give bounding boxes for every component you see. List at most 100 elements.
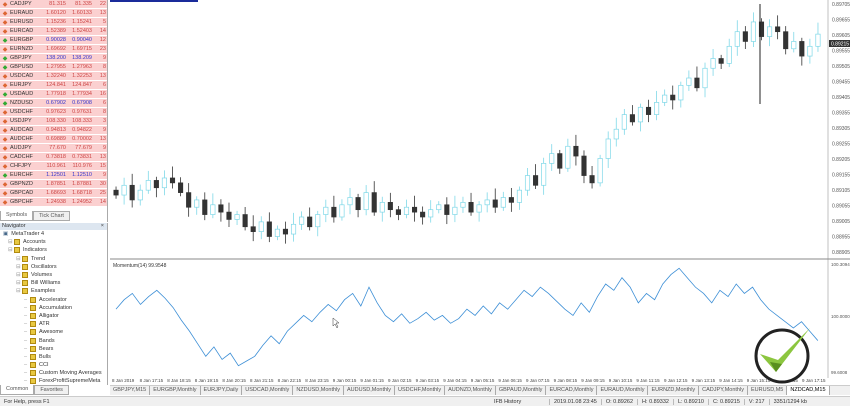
chart-tab[interactable]: AUDUSD,Monthly	[344, 386, 396, 395]
row-ask: 138.209	[72, 55, 92, 61]
market-watch-row[interactable]: ◆ GBPNZD 1.87851 1.87881 30	[0, 180, 107, 189]
navigator-item[interactable]: – Alligator	[24, 312, 59, 319]
tab-symbols[interactable]: Symbols	[0, 211, 34, 221]
bearish-candle	[492, 199, 498, 208]
market-watch-row[interactable]: ◆ EURNZD 1.69692 1.69715 23	[0, 45, 107, 54]
navigator-item[interactable]: – ForexProfitSupremeMeta	[24, 378, 101, 385]
navigator-item[interactable]: – Accumulation	[24, 304, 73, 311]
navigator-item[interactable]: ⊟ Trend	[16, 255, 46, 262]
row-bid: 0.67902	[46, 100, 66, 106]
indicator-folder-icon	[30, 370, 36, 377]
navigator-item[interactable]: ⊟ Accounts	[8, 239, 46, 246]
chart-tab[interactable]: EURGBP,Monthly	[150, 386, 201, 395]
navigator-item[interactable]: – Bears	[24, 345, 54, 352]
navigator-item[interactable]: ⊟ Oscillators	[16, 263, 57, 270]
navigator-root[interactable]: ▣ MetaTrader 4	[3, 231, 45, 238]
row-spread: 9	[102, 55, 106, 61]
chart-tab[interactable]: GBPAUD,Monthly	[496, 386, 547, 395]
arrow-down-icon: ◆	[2, 1, 8, 8]
navigator-item[interactable]: – Bulls	[24, 353, 51, 360]
row-symbol: GBPUSD	[10, 64, 34, 70]
navigator-item[interactable]: ⊟ Volumes	[16, 272, 53, 279]
navigator-item[interactable]: – ATR	[24, 321, 50, 328]
market-watch-row[interactable]: ◆ EURUSD 1.15236 1.15241 5	[0, 18, 107, 27]
market-watch-row[interactable]: ◆ CHFJPY 110.961 110.976 15	[0, 162, 107, 171]
row-spread: 13	[99, 10, 106, 16]
row-symbol: CADJPY	[10, 1, 32, 7]
chart-tab[interactable]: USDCHF,Monthly	[395, 386, 446, 395]
chart-tab[interactable]: USDCAD,Monthly	[242, 386, 294, 395]
market-watch-row[interactable]: ◆ GBPUSD 1.27955 1.27963 8	[0, 63, 107, 72]
market-watch-row[interactable]: ◆ EURGBP 0.90028 0.90040 12	[0, 36, 107, 45]
arrow-down-icon: ◆	[2, 82, 8, 89]
time-label: 8 Jan 22:15	[278, 378, 302, 383]
navigator-item[interactable]: ⊟ Examples	[16, 288, 56, 295]
market-watch-row[interactable]: ◆ AUDCHF 0.69889 0.70002 13	[0, 135, 107, 144]
row-ask: 1.12510	[72, 172, 92, 178]
market-watch-row[interactable]: ◆ EURAUD 1.60120 1.60133 13	[0, 9, 107, 18]
market-watch-row[interactable]: ◆ NZDUSD 0.67902 0.67908 6	[0, 99, 107, 108]
market-watch-row[interactable]: ◆ CADCHF 0.73818 0.73831 13	[0, 153, 107, 162]
bearish-candle	[508, 197, 514, 203]
navigator-item[interactable]: – Accelerator	[24, 296, 67, 303]
market-watch-row[interactable]: ◆ USDCAD 1.32240 1.32253 13	[0, 72, 107, 81]
market-watch-row[interactable]: ◆ AUDCAD 0.94813 0.94822 9	[0, 126, 107, 135]
bearish-candle	[629, 114, 635, 123]
row-spread: 9	[102, 127, 106, 133]
chart-tab[interactable]: GBPJPY,M15	[110, 386, 151, 395]
chart-tab[interactable]: EURAUD,Monthly	[597, 386, 649, 395]
navigator-item[interactable]: – Awesome	[24, 329, 64, 336]
chart-tab[interactable]: EURUSD,M5	[748, 386, 788, 395]
chart-tab[interactable]: EURCAD,Monthly	[546, 386, 598, 395]
navigator-item[interactable]: – Bands	[24, 337, 55, 344]
tab-common[interactable]: Common	[0, 385, 35, 395]
navigator-item[interactable]: ⊟ Bill Williams	[16, 280, 61, 287]
time-label: 8 Jan 2019	[112, 378, 135, 383]
market-watch-row[interactable]: ◆ USDAUD 1.77918 1.77934 16	[0, 90, 107, 99]
market-watch-row[interactable]: ◆ EURCAD 1.52389 1.52403 14	[0, 27, 107, 36]
row-symbol: USDAUD	[10, 91, 34, 97]
arrow-down-icon: ◆	[2, 109, 8, 116]
bullish-candle	[500, 197, 506, 208]
market-watch-row[interactable]: ◆ USDCHF 0.97623 0.97631 8	[0, 108, 107, 117]
bullish-candle	[678, 84, 684, 101]
time-label: 9 Jan 10:15	[609, 378, 633, 383]
market-watch-row[interactable]: ◆ USDJPY 108.330 108.333 3	[0, 117, 107, 126]
arrow-down-icon: ◆	[2, 136, 8, 143]
row-symbol: NZDUSD	[10, 100, 33, 106]
bullish-candle	[750, 21, 756, 42]
bullish-candle	[194, 199, 200, 208]
market-watch-row[interactable]: ◆ AUDJPY 77.670 77.679 9	[0, 144, 107, 153]
navigator-tabs: Common Favorites	[0, 385, 69, 395]
price-chart[interactable]: 0.89705 0.89655 0.89605 0.89555 0.89505 0.894…	[110, 0, 850, 385]
status-volume: V: 217	[745, 398, 770, 405]
chart-tab[interactable]: EURNZD,Monthly	[648, 386, 700, 395]
market-watch-row[interactable]: ◆ CADJPY 81.315 81.335 22	[0, 0, 107, 9]
market-watch-row[interactable]: ◆ EURCHF 1.12501 1.12510 9	[0, 171, 107, 180]
bearish-candle	[645, 106, 652, 115]
row-bid: 77.670	[49, 145, 66, 151]
chart-tab[interactable]: AUDNZD,Monthly	[445, 386, 496, 395]
navigator-item[interactable]: – CCI	[24, 362, 49, 369]
chart-tab[interactable]: CADJPY,Monthly	[699, 386, 748, 395]
row-symbol: EURCHF	[10, 172, 33, 178]
market-watch-row[interactable]: ◆ GBPCAD 1.68693 1.68718 25	[0, 189, 107, 198]
chart-tab[interactable]: NZDCAD,M15	[787, 386, 830, 395]
indicator-folder-icon	[30, 345, 36, 352]
time-label: 8 Jan 19:15	[195, 378, 219, 383]
market-watch-row[interactable]: ◆ GBPJPY 138.200 138.209 9	[0, 54, 107, 63]
row-symbol: EURCAD	[10, 28, 34, 34]
tab-favorites[interactable]: Favorites	[34, 385, 69, 395]
navigator-item[interactable]: ⊟ Indicators	[8, 247, 47, 254]
tab-tick-chart[interactable]: Tick Chart	[33, 211, 70, 221]
market-watch-row[interactable]: ◆ GBPCHF 1.24938 1.24952 14	[0, 198, 107, 207]
chart-tab[interactable]: NZDUSD,Monthly	[293, 386, 345, 395]
row-spread: 16	[99, 91, 106, 97]
indicator-folder-icon	[30, 304, 36, 311]
row-symbol: CADCHF	[10, 154, 33, 160]
bearish-candle	[331, 206, 337, 218]
market-watch-row[interactable]: ◆ EURJPY 124.841 124.847 6	[0, 81, 107, 90]
chart-tab[interactable]: EURJPY,Daily	[201, 386, 243, 395]
navigator-item[interactable]: – Custom Moving Averages	[24, 370, 102, 377]
close-icon[interactable]: ×	[100, 223, 104, 229]
